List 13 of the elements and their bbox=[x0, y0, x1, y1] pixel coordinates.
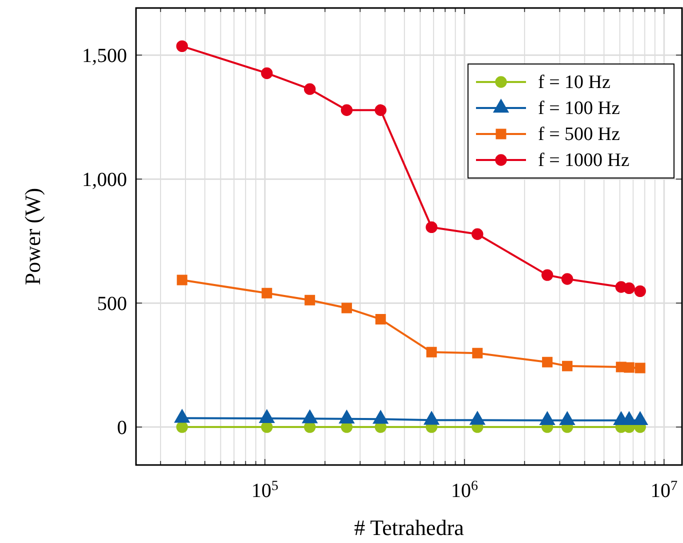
y-tick-label: 500 bbox=[97, 293, 127, 316]
legend-label: f = 500 Hz bbox=[538, 124, 620, 145]
x-axis-title: # Tetrahedra bbox=[354, 515, 464, 540]
y-tick-label: 1,500 bbox=[82, 45, 127, 68]
y-tick-label: 0 bbox=[117, 417, 127, 440]
y-tick-label: 1,000 bbox=[82, 169, 127, 192]
x-tick-label: 10$^{6}$ bbox=[450, 478, 478, 502]
x-tick-label: 10$^{5}$ bbox=[251, 478, 278, 502]
legend-label: f = 10 Hz bbox=[538, 72, 610, 93]
x-tick-label: 10$^{7}$ bbox=[650, 478, 678, 502]
y-axis-title: Power (W) bbox=[20, 188, 45, 286]
legend-label: f = 1000 Hz bbox=[538, 150, 630, 171]
legend-label: f = 100 Hz bbox=[538, 98, 620, 119]
